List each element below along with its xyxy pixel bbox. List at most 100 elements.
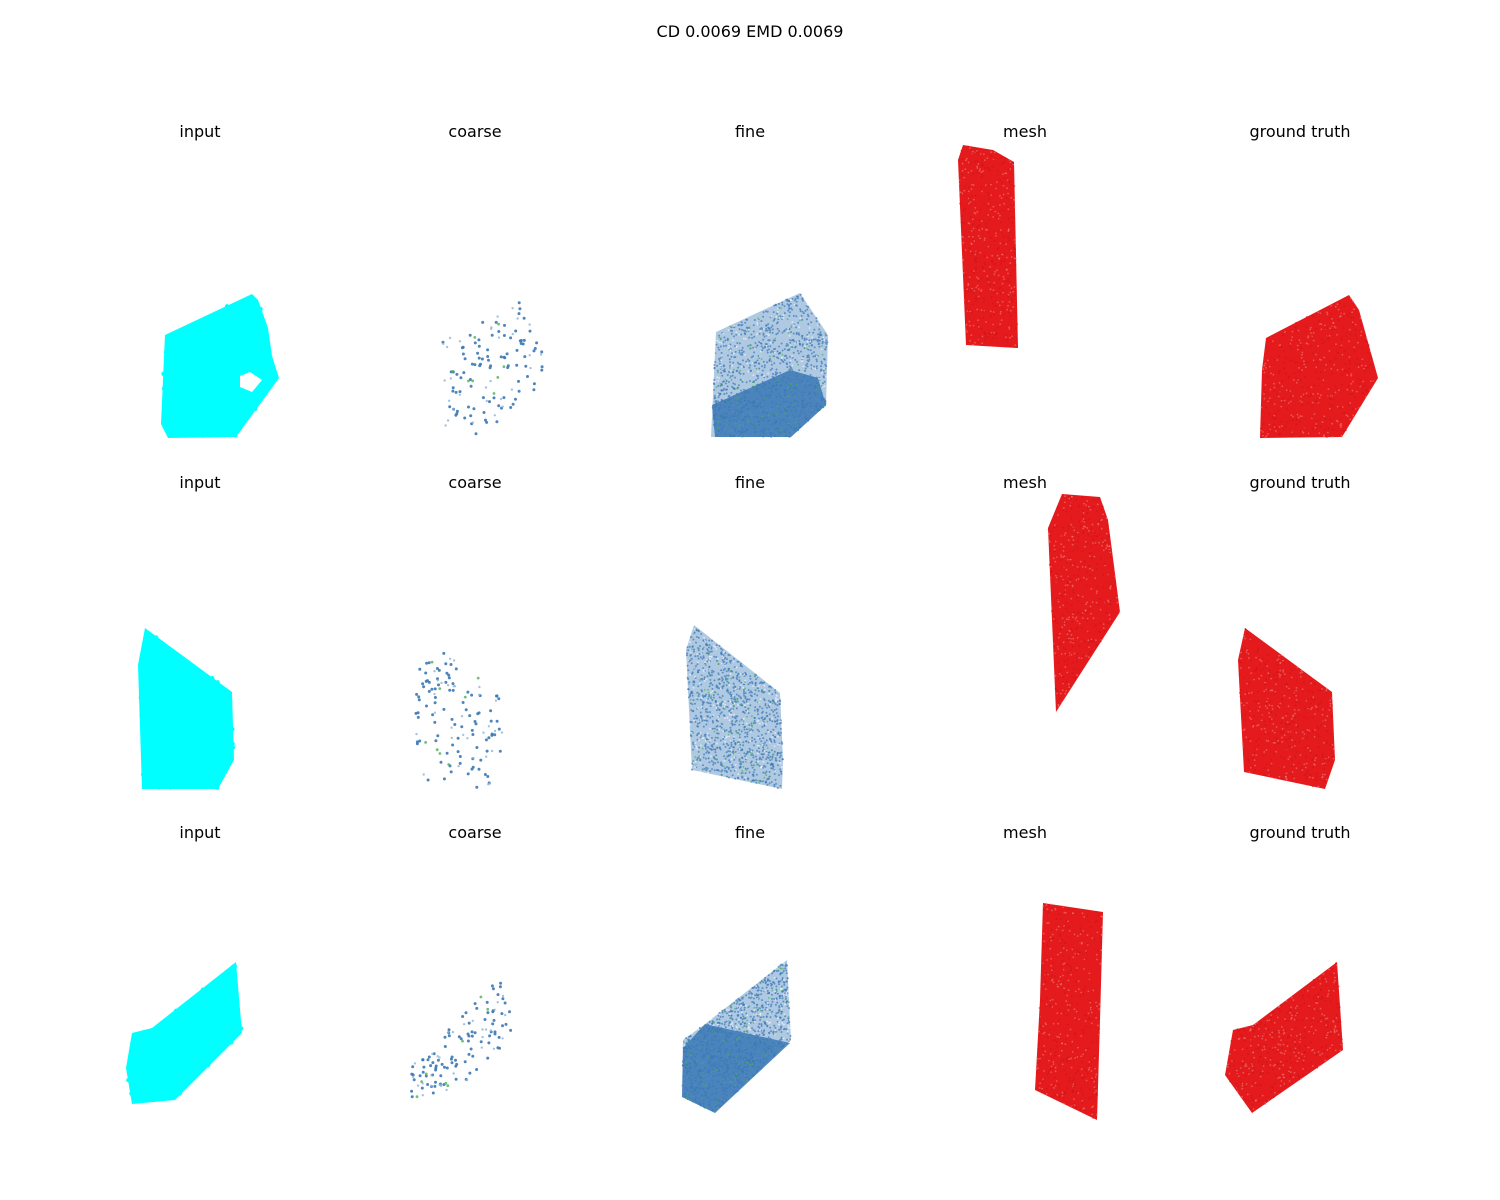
- mesh-point: [995, 235, 997, 237]
- ground-truth-point: [1305, 392, 1308, 395]
- ground-truth-point: [1285, 421, 1288, 423]
- mesh-point: [982, 316, 985, 319]
- ground-truth-point: [1346, 314, 1349, 317]
- ground-truth-point: [1295, 377, 1297, 379]
- ground-truth-point: [1266, 707, 1269, 709]
- fine-point: [742, 761, 745, 763]
- fine-point: [767, 704, 770, 707]
- mesh-point: [1065, 618, 1068, 620]
- mesh-point: [1006, 206, 1009, 209]
- ground-truth-point: [1288, 745, 1291, 748]
- fine-point: [821, 342, 824, 345]
- input-point: [217, 1016, 222, 1021]
- fine-point: [815, 367, 818, 370]
- ground-truth-point: [1283, 766, 1286, 768]
- input-point: [207, 712, 213, 717]
- coarse-point: [452, 408, 455, 411]
- mesh-point: [969, 339, 971, 342]
- fine-point: [765, 723, 767, 726]
- fine-point: [823, 404, 826, 407]
- input-point: [231, 1005, 236, 1010]
- input-point: [151, 676, 156, 681]
- mesh-point: [996, 181, 998, 184]
- fine-point: [771, 324, 774, 327]
- fine-point: [770, 763, 772, 766]
- ground-truth-point: [1297, 416, 1300, 419]
- mesh-point: [1013, 239, 1016, 241]
- fine-point: [779, 371, 782, 374]
- fine-point: [798, 333, 801, 336]
- fine-point: [708, 694, 711, 696]
- mesh-point: [1055, 691, 1058, 694]
- ground-truth-point: [1311, 416, 1314, 418]
- ground-truth-point: [1312, 332, 1315, 334]
- ground-truth-point: [1348, 312, 1351, 315]
- fine-point: [791, 308, 794, 311]
- mesh-point: [974, 341, 976, 344]
- fine-point: [744, 695, 747, 698]
- fine-point: [726, 385, 729, 388]
- mesh-point: [973, 211, 976, 214]
- fine-point: [762, 756, 764, 759]
- input-point: [226, 993, 231, 998]
- mesh-point: [987, 192, 989, 194]
- mesh-point: [1110, 619, 1113, 622]
- coarse-point: [458, 340, 462, 343]
- input-point: [208, 1054, 213, 1060]
- mesh-point: [1107, 622, 1110, 624]
- mesh-point: [1069, 581, 1071, 583]
- ground-truth-point: [1304, 375, 1306, 378]
- ground-truth-point: [1282, 362, 1285, 364]
- ground-truth-point: [1278, 704, 1281, 707]
- fine-point: [717, 346, 720, 349]
- mesh-point: [1102, 627, 1105, 629]
- ground-truth-point: [1322, 708, 1324, 711]
- ground-truth-point: [1263, 720, 1266, 723]
- mesh-point: [981, 335, 984, 338]
- fine-point: [717, 693, 719, 696]
- input-point: [221, 364, 226, 369]
- input-point: [159, 741, 165, 746]
- fine-point: [691, 710, 694, 713]
- mesh-point: [965, 274, 967, 276]
- fine-point: [743, 354, 746, 356]
- fine-point: [689, 654, 692, 657]
- fine-point: [786, 318, 789, 321]
- mesh-point: [1072, 616, 1074, 619]
- fine-point: [797, 341, 800, 344]
- ground-truth-point: [1238, 673, 1241, 676]
- ground-truth-point: [1265, 366, 1267, 369]
- fine-point: [727, 733, 730, 736]
- coarse-point: [480, 357, 484, 361]
- fine-point: [717, 400, 720, 403]
- ground-truth-point: [1332, 398, 1335, 401]
- fine-point: [785, 298, 788, 301]
- fine-point: [746, 711, 749, 713]
- fine-point: [711, 639, 713, 642]
- ground-truth-point: [1304, 756, 1307, 759]
- fine-point: [756, 701, 759, 704]
- fine-point: [745, 722, 748, 725]
- fine-point: [705, 766, 708, 769]
- fine-point: [715, 707, 718, 710]
- fine-point: [761, 688, 763, 691]
- ground-truth-point: [1291, 718, 1293, 720]
- fine-point: [761, 415, 763, 418]
- fine-point: [730, 391, 733, 394]
- ground-truth-point: [1326, 436, 1328, 438]
- mesh-point: [1105, 517, 1108, 519]
- mesh-point: [1009, 334, 1012, 337]
- mesh-point: [974, 150, 976, 153]
- fine-point: [795, 300, 798, 303]
- fine-point: [765, 751, 768, 754]
- input-point: [217, 978, 222, 983]
- fine-point: [731, 702, 734, 705]
- fine-point: [743, 694, 746, 697]
- fine-point: [761, 349, 764, 352]
- fine-point: [731, 709, 733, 711]
- fine-point: [699, 645, 701, 648]
- fine-point: [802, 312, 805, 315]
- fine-point: [802, 355, 805, 358]
- coarse-point: [509, 1028, 513, 1032]
- ground-truth-point: [1296, 725, 1299, 728]
